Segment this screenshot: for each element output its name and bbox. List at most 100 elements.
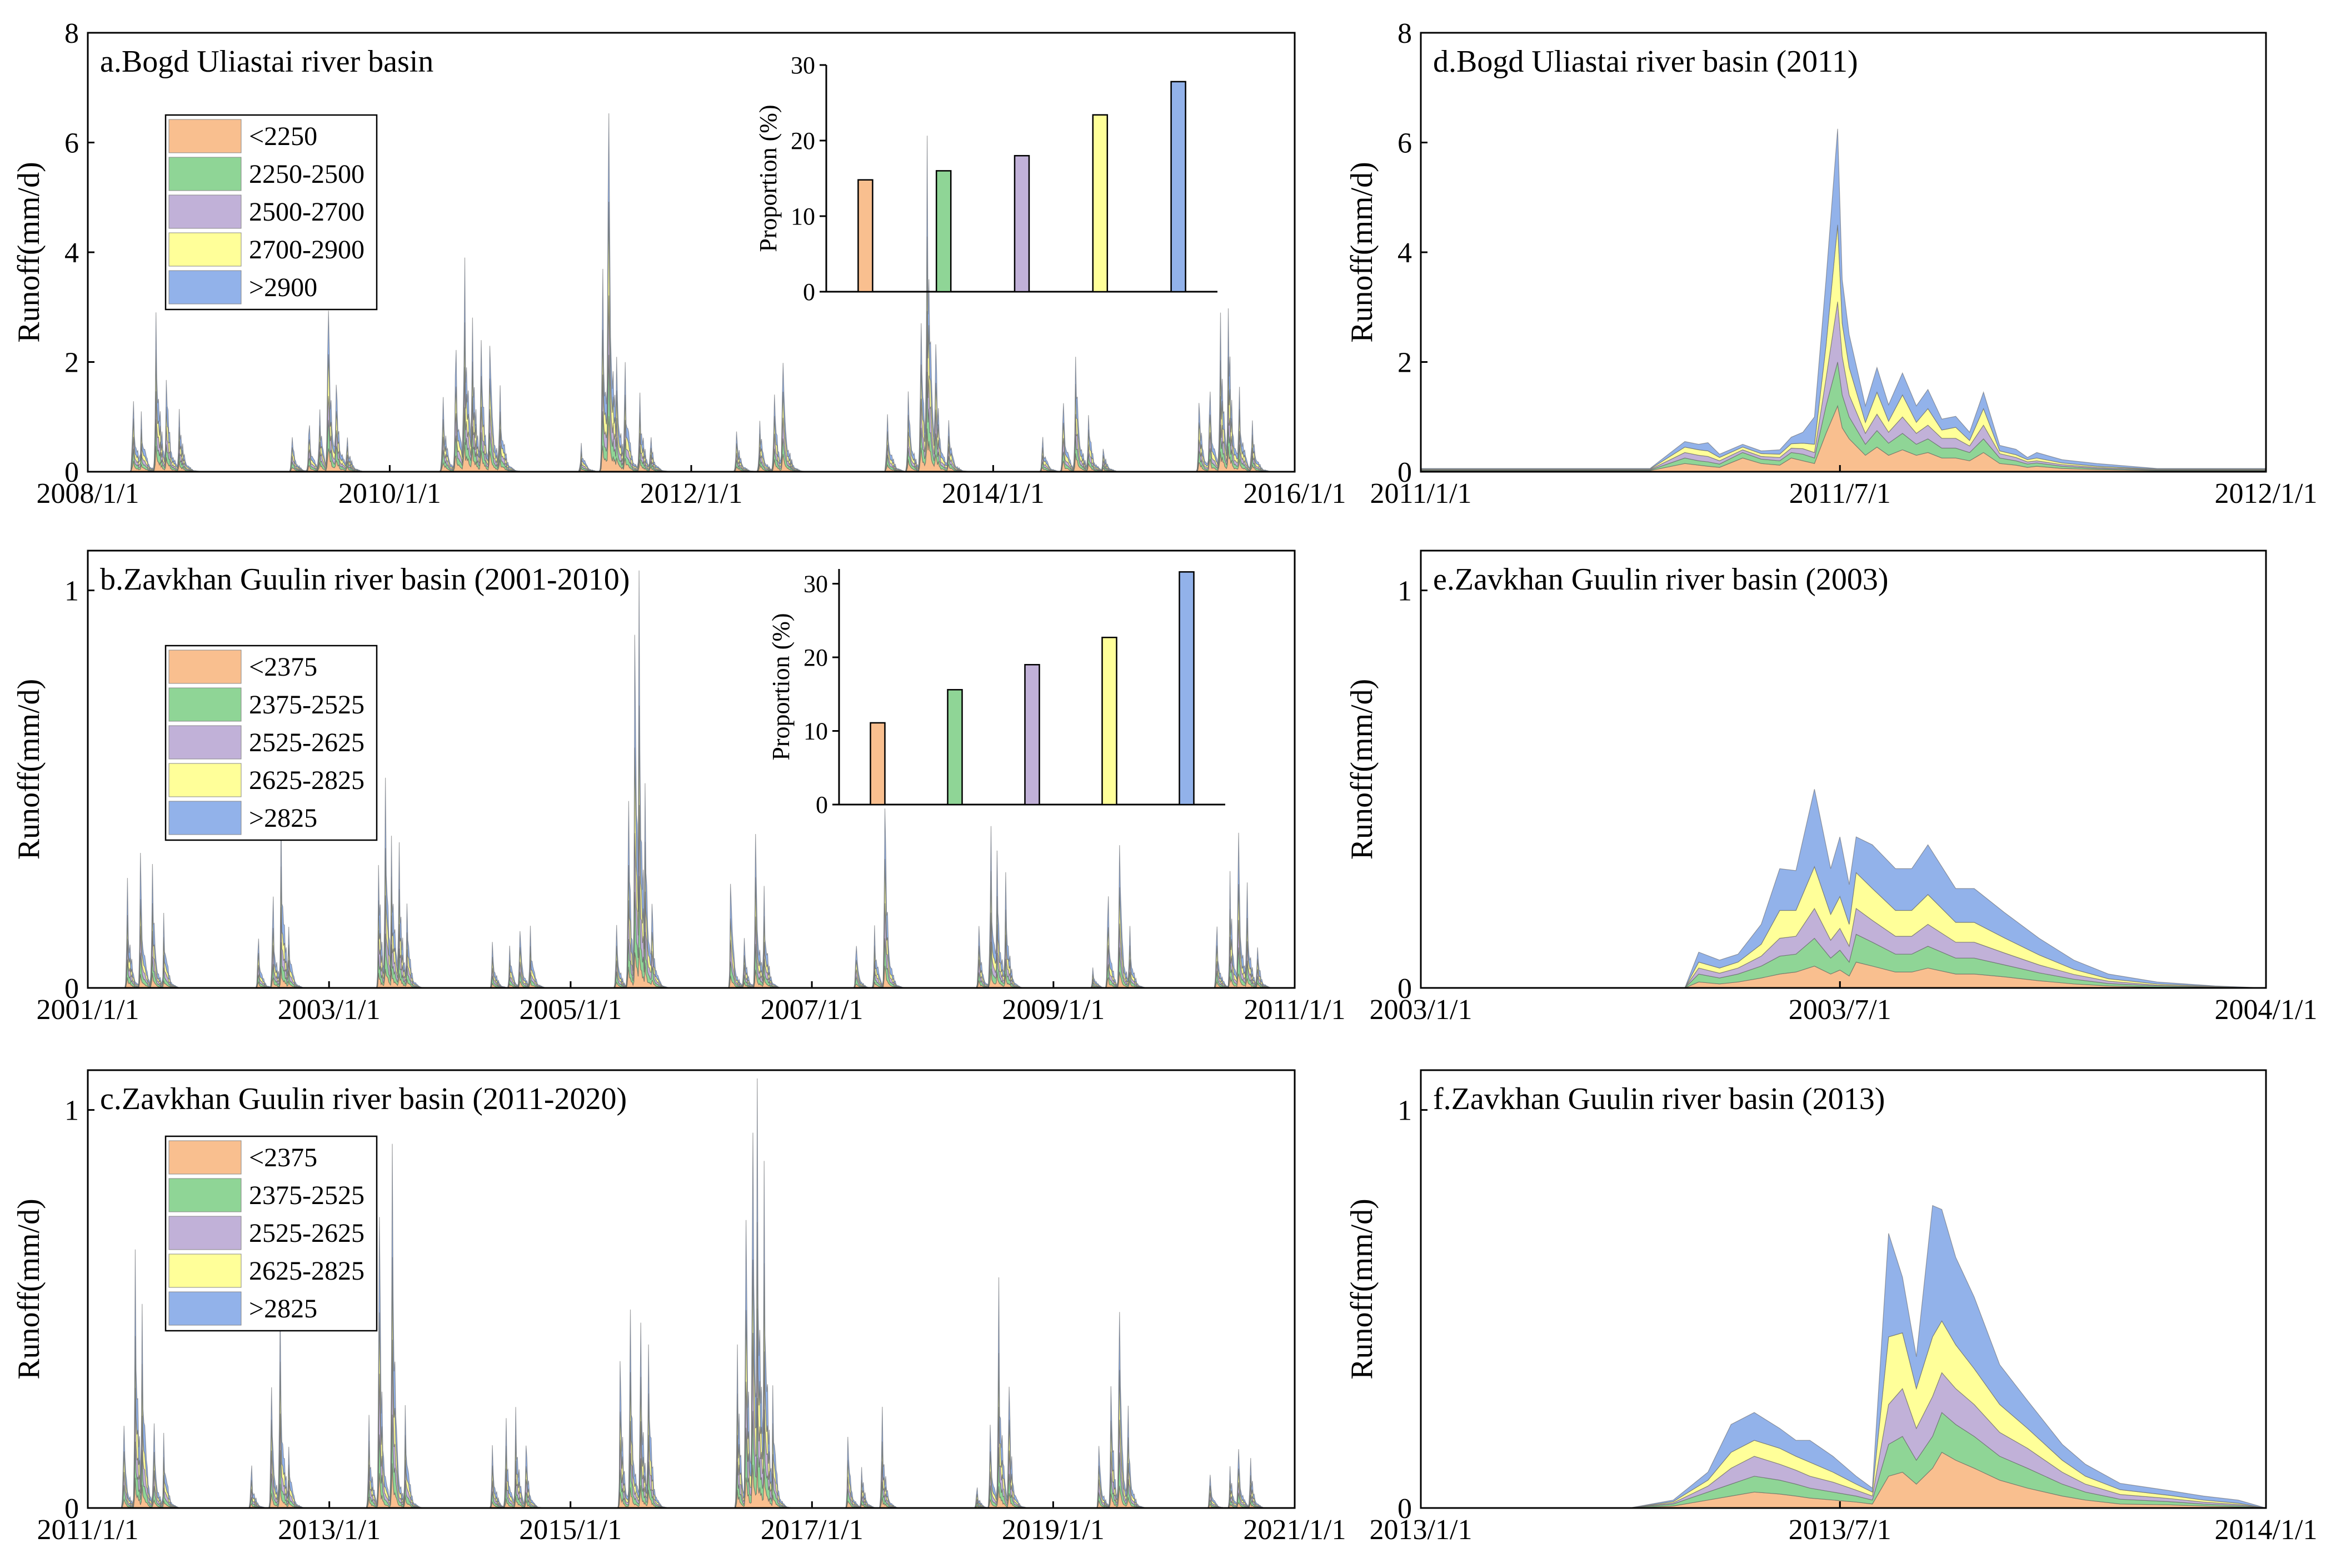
plot-d bbox=[1421, 128, 2266, 472]
panel-e-ytick-label: 0 bbox=[1397, 973, 1412, 1005]
panel-b-legend-swatch bbox=[168, 650, 242, 684]
panel-b-inset-bar bbox=[1179, 571, 1195, 806]
panel-c-legend-swatch bbox=[168, 1254, 242, 1288]
panel-b-inset-ytick-label: 30 bbox=[803, 571, 828, 598]
panel-b-legend-swatch bbox=[168, 687, 242, 722]
panel-c-xtick-label: 2017/1/1 bbox=[761, 1514, 863, 1546]
panel-c-ylabel: Runoff(mm/d) bbox=[12, 1199, 46, 1380]
panel-f-xtick-label: 2014/1/1 bbox=[2215, 1514, 2318, 1546]
panel-d-xtick-label: 2011/7/1 bbox=[1789, 478, 1891, 510]
panel-c-legend-label: >2825 bbox=[249, 1294, 317, 1324]
panel-d-ytick-label: 0 bbox=[1397, 457, 1412, 488]
panel-b-legend-label: 2525-2625 bbox=[249, 728, 365, 757]
panel-c-legend-swatch bbox=[168, 1140, 242, 1175]
panel-d-ytick-label: 4 bbox=[1397, 237, 1412, 269]
panel-a-inset-bar bbox=[1014, 154, 1030, 293]
panel-a-legend-label: 2700-2900 bbox=[249, 235, 365, 264]
panel-c-legend-swatch bbox=[168, 1216, 242, 1250]
plot-a bbox=[88, 113, 1295, 472]
panel-a-ytick-label: 8 bbox=[64, 18, 79, 49]
panel-a-series-5 bbox=[88, 113, 1295, 472]
panel-a-inset-ytick-label: 30 bbox=[791, 52, 815, 79]
panel-d-ytick-label: 6 bbox=[1397, 128, 1412, 159]
panel-c: 2011/1/1 2013/1/1 2015/1/1 2017/1/1 2019/1/1… bbox=[12, 1069, 1346, 1546]
panel-e-xtick-label: 2003/1/1 bbox=[1370, 994, 1473, 1026]
panel-c-legend-swatch bbox=[168, 1178, 242, 1212]
panel-b-ytick-label: 1 bbox=[64, 576, 79, 607]
panel-c-legend-label: 2625-2825 bbox=[249, 1256, 365, 1286]
panel-b-xtick-label: 2001/1/1 bbox=[37, 994, 139, 1026]
panel-e-ytick-label: 1 bbox=[1397, 576, 1412, 607]
panel-b-inset-bar bbox=[1024, 664, 1040, 806]
panel-a-legend-swatch bbox=[168, 194, 242, 229]
panel-b-xtick-label: 2005/1/1 bbox=[519, 994, 622, 1026]
panel-a-legend-swatch bbox=[168, 270, 242, 304]
panel-a-legend-swatch bbox=[168, 119, 242, 153]
panel-a-ytick-label: 2 bbox=[64, 347, 79, 379]
panel-a-legend-swatch bbox=[168, 157, 242, 191]
plot-e bbox=[1421, 789, 2266, 988]
panel-a-inset-bar bbox=[1170, 81, 1186, 293]
panel-b-xtick-label: 2011/1/1 bbox=[1244, 994, 1346, 1026]
panel-e-ylabel: Runoff(mm/d) bbox=[1345, 679, 1379, 860]
panel-b-ytick-label: 0 bbox=[64, 973, 79, 1005]
panel-f-series-4 bbox=[1421, 1320, 2266, 1508]
panel-c-legend-label: 2525-2625 bbox=[249, 1219, 365, 1248]
panel-c-xtick-label: 2015/1/1 bbox=[519, 1514, 622, 1546]
panel-a-inset-ytick-label: 10 bbox=[791, 203, 815, 230]
panel-e: 2003/1/1 2003/7/1 2004/1/1 0 1 Runoff(mm/d) e.… bbox=[1345, 550, 2318, 1026]
panel-f-ylabel: Runoff(mm/d) bbox=[1345, 1199, 1379, 1380]
panel-c-xtick-label: 2013/1/1 bbox=[278, 1514, 381, 1546]
panel-b-xtick-label: 2007/1/1 bbox=[761, 994, 863, 1026]
panel-a: 2008/1/1 2010/1/1 2012/1/1 2014/1/1 2016/1/1… bbox=[12, 18, 1346, 510]
panel-f-ytick-label: 1 bbox=[1397, 1095, 1412, 1127]
panel-c-legend-label: 2375-2525 bbox=[249, 1181, 365, 1210]
panel-b-legend-swatch bbox=[168, 763, 242, 797]
panel-b-legend-swatch bbox=[168, 725, 242, 760]
plot-f bbox=[1421, 1205, 2266, 1508]
panel-a-xtick-label: 2012/1/1 bbox=[640, 478, 743, 510]
panel-b-inset-ytick-label: 0 bbox=[816, 791, 828, 818]
panel-d-title: d.Bogd Uliastai river basin (2011) bbox=[1433, 44, 1858, 79]
panel-c-legend-swatch bbox=[168, 1291, 242, 1326]
panel-b-legend-label: 2375-2525 bbox=[249, 690, 365, 720]
panel-c-xtick-label: 2019/1/1 bbox=[1002, 1514, 1105, 1546]
panel-b-legend-label: >2825 bbox=[249, 803, 317, 833]
panel-d: 2011/1/1 2011/7/1 2012/1/1 0 2 4 6 8 Runoff(mm/d… bbox=[1345, 18, 2317, 510]
panel-f-xtick-label: 2013/1/1 bbox=[1370, 1514, 1473, 1546]
panel-a-inset-bar bbox=[1092, 114, 1109, 293]
panel-a-inset-ytick-label: 0 bbox=[803, 278, 815, 306]
panel-a-legend-label: 2250-2500 bbox=[249, 159, 365, 189]
panel-a-ytick-label: 4 bbox=[64, 237, 79, 269]
panel-c-xtick-label: 2011/1/1 bbox=[37, 1514, 139, 1546]
panel-e-title: e.Zavkhan Guulin river basin (2003) bbox=[1433, 562, 1889, 597]
panel-c-title: c.Zavkhan Guulin river basin (2011-2020) bbox=[100, 1082, 627, 1116]
panel-b-legend-swatch bbox=[168, 801, 242, 835]
panel-b: 2001/1/1 2003/1/1 2005/1/1 2007/1/1 2009/1/1… bbox=[12, 550, 1346, 1026]
panel-c-ytick-label: 1 bbox=[64, 1095, 79, 1127]
panel-f-frame bbox=[1420, 1069, 2267, 1509]
panel-b-legend-label: <2375 bbox=[249, 652, 317, 682]
panel-d-xtick-label: 2012/1/1 bbox=[2215, 478, 2318, 510]
panel-d-series-5 bbox=[1421, 128, 2266, 470]
panel-b-inset-ytick-label: 10 bbox=[803, 718, 828, 745]
panel-a-series-3 bbox=[88, 295, 1295, 472]
panel-f-xtick-label: 2013/7/1 bbox=[1789, 1514, 1891, 1546]
panel-b-xtick-label: 2003/1/1 bbox=[278, 994, 381, 1026]
panel-d-ytick-label: 2 bbox=[1397, 347, 1412, 379]
panel-b-inset-ytick-label: 20 bbox=[803, 644, 828, 671]
panel-a-inset-bar bbox=[857, 179, 873, 293]
panel-e-series-5 bbox=[1421, 789, 2266, 988]
panel-b-inset-bar bbox=[1101, 636, 1117, 806]
panel-a-legend-swatch bbox=[168, 232, 242, 267]
panel-a-legend-label: >2900 bbox=[249, 273, 317, 302]
panel-b-frame bbox=[87, 550, 1296, 989]
panel-a-legend-label: <2250 bbox=[249, 122, 317, 151]
panel-a-series-1 bbox=[88, 416, 1295, 472]
panel-a-series-2 bbox=[88, 354, 1295, 472]
panel-c-legend-label: <2375 bbox=[249, 1143, 317, 1172]
panel-e-xtick-label: 2004/1/1 bbox=[2215, 994, 2318, 1026]
panel-a-ylabel: Runoff(mm/d) bbox=[12, 162, 46, 343]
panel-f: 2013/1/1 2013/7/1 2014/1/1 0 1 Runoff(mm/d) f.… bbox=[1345, 1069, 2318, 1546]
panel-a-ytick-label: 6 bbox=[64, 128, 79, 159]
